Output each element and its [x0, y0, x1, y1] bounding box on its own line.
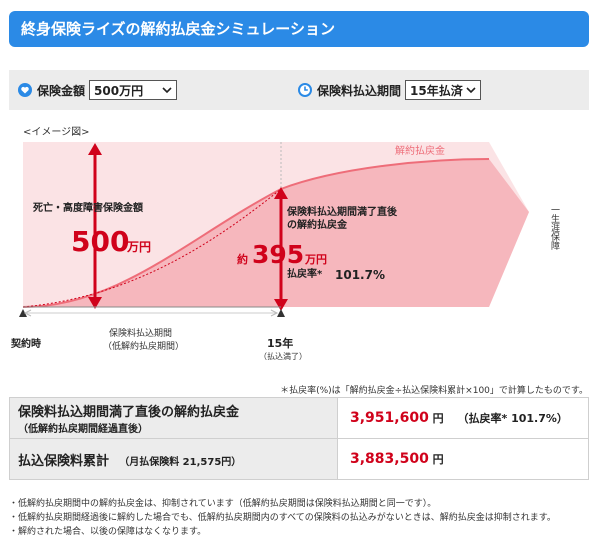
- refund-value-unit: 円: [432, 412, 444, 425]
- premium-value-unit: 円: [432, 453, 444, 466]
- refund-rate-note: ＊払戻率(%)は「解約払戻金÷払込保険料累計×100」で計算したものです。: [280, 386, 588, 396]
- chevron-down-icon: [466, 87, 476, 94]
- footnote-2: ・低解約払戻期間経過後に解約した場合でも、低解約払戻期間内のすべての保険料の払込…: [9, 513, 556, 523]
- period-label: 保険料払込期間: [317, 83, 402, 98]
- period-select[interactable]: 15年払済: [405, 80, 482, 100]
- amount-label: 保険金額: [37, 83, 86, 98]
- table-row: 払込保険料累計 （月払保険料 21,575円） 3,883,500 円: [9, 438, 589, 480]
- refund-curve-label: 解約払戻金: [395, 144, 445, 157]
- after-period-label-2: の解約払戻金: [287, 218, 348, 231]
- payment-period-label-2: （低解約払戻期間）: [103, 340, 184, 352]
- death-benefit-arrow: [88, 143, 102, 309]
- period-control: 保険料払込期間 15年払済: [298, 79, 482, 101]
- footnotes: ・低解約払戻期間中の解約払戻金は、抑制されています（低解約払戻期間は保険料払込期…: [9, 497, 594, 539]
- lifetime-coverage-label: 一生涯保障: [549, 205, 560, 251]
- page-title: 終身保険ライズの解約払戻金シミュレーション: [21, 20, 335, 38]
- footnote-3: ・解約された場合、以後の保障はなくなります。: [9, 527, 207, 537]
- summary-value-premium: 3,883,500 円: [337, 438, 589, 480]
- refund-area: [23, 159, 529, 307]
- premium-row-label: 払込保険料累計: [18, 453, 110, 469]
- image-label: <イメージ図>: [23, 126, 90, 138]
- contract-label: 契約時: [11, 337, 41, 350]
- summary-label-premium: 払込保険料累計 （月払保険料 21,575円）: [9, 438, 338, 480]
- table-row: 保険料払込期間満了直後の解約払戻金 （低解約払戻期間経過直後） 3,951,60…: [9, 397, 589, 439]
- refund-rate-value: 101.7%: [335, 268, 385, 282]
- year-15-label: 15年: [267, 336, 293, 350]
- footnote-1: ・低解約払戻期間中の解約払戻金は、抑制されています（低解約払戻期間は保険料払込期…: [9, 499, 437, 509]
- timeline: [19, 306, 285, 317]
- summary-table: 保険料払込期間満了直後の解約払戻金 （低解約払戻期間経過直後） 3,951,60…: [9, 397, 589, 480]
- refund-arrow: [274, 187, 288, 311]
- low-refund-curve: [22, 188, 282, 308]
- page-header: 終身保険ライズの解約払戻金シミュレーション: [9, 11, 589, 47]
- heart-icon: [18, 83, 32, 97]
- refund-unit: 万円: [304, 253, 327, 266]
- refund-amount: 395: [252, 240, 304, 269]
- refund-value: 3,951,600: [350, 410, 429, 426]
- refund-curve: [22, 158, 490, 308]
- death-benefit-label: 死亡・高度障害保険金額: [33, 201, 143, 214]
- payment-period-label-1: 保険料払込期間: [109, 327, 172, 339]
- refund-rate-label: 払戻率*: [287, 267, 323, 280]
- amount-control: 保険金額 500万円: [18, 79, 178, 101]
- death-benefit-amount: 500: [71, 225, 129, 258]
- simulation-controls: 保険金額 500万円 保険料払込期間 15年払済: [9, 70, 589, 110]
- paid-up-label: （払込満了）: [259, 351, 307, 361]
- summary-label-refund: 保険料払込期間満了直後の解約払戻金 （低解約払戻期間経過直後）: [9, 397, 338, 439]
- amount-select-value: 500万円: [94, 83, 144, 98]
- refund-row-label: 保険料払込期間満了直後の解約払戻金: [18, 405, 240, 420]
- approx-label: 約: [237, 252, 248, 266]
- refund-row-sublabel: （低解約払戻期間経過直後）: [18, 424, 148, 435]
- after-period-label-1: 保険料払込期間満了直後: [286, 205, 398, 218]
- premium-row-sublabel: （月払保険料 21,575円）: [119, 456, 242, 468]
- refund-ratio: （払戻率* 101.7%）: [457, 412, 568, 425]
- summary-value-refund: 3,951,600 円 （払戻率* 101.7%）: [337, 397, 589, 439]
- clock-icon: [298, 83, 312, 97]
- amount-select[interactable]: 500万円: [89, 80, 178, 100]
- premium-value: 3,883,500: [350, 451, 429, 467]
- refund-chart: <イメージ図> 死亡・高度障害保険金額 500 万円 解約払戻金 保険料払込期間…: [11, 126, 560, 361]
- death-benefit-unit: 万円: [126, 240, 151, 254]
- chevron-down-icon: [162, 87, 172, 94]
- period-select-value: 15年払済: [410, 83, 463, 98]
